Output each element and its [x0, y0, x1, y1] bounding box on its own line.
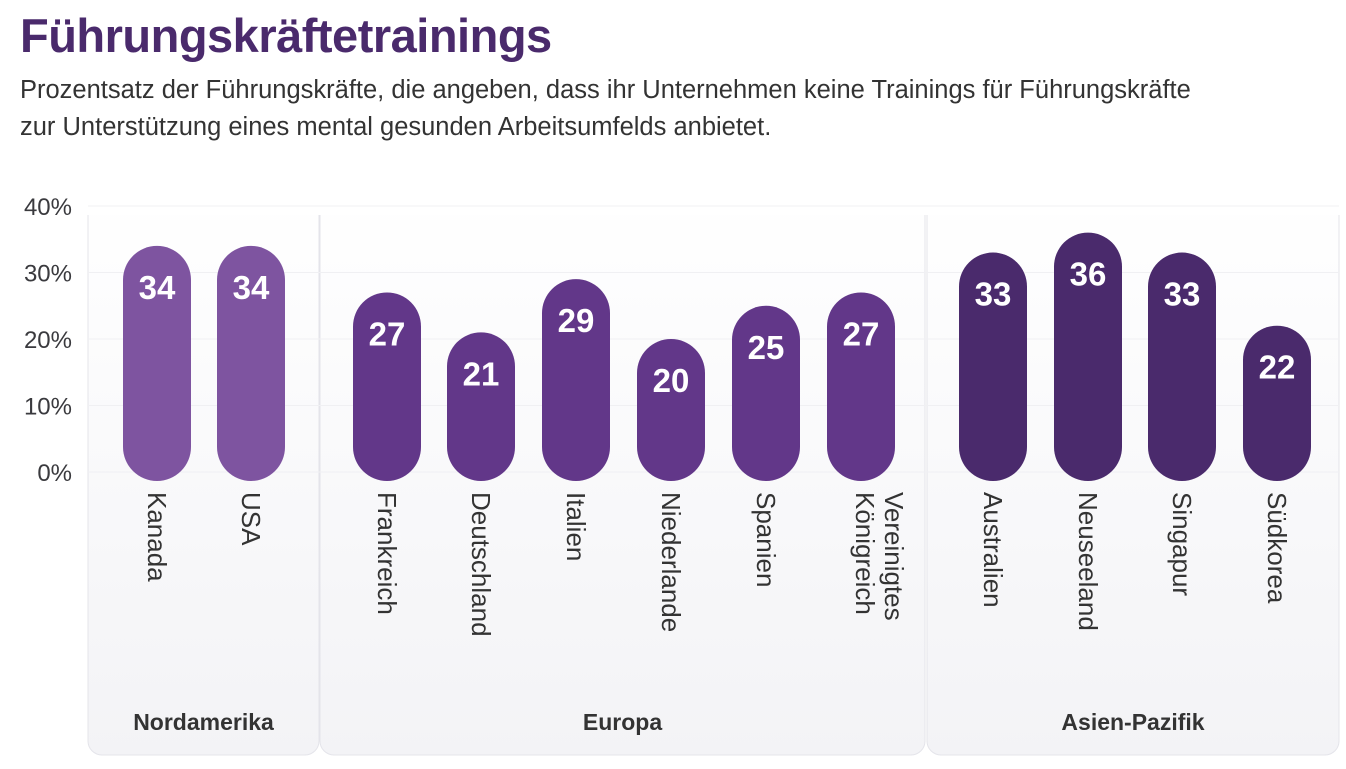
bar-südkorea — [1243, 325, 1311, 481]
y-tick-label: 10% — [24, 394, 72, 421]
data-label: 34 — [139, 269, 176, 306]
data-label: 22 — [1259, 349, 1296, 386]
data-label: 27 — [369, 315, 406, 352]
group-label: Nordamerika — [133, 709, 274, 735]
x-tick-label: Kanada — [142, 492, 172, 582]
bar-kanada — [123, 245, 191, 481]
data-label: 27 — [843, 315, 880, 352]
y-tick-label: 20% — [24, 327, 72, 354]
x-tick-label: Vereinigtes — [879, 492, 909, 621]
x-tick-label: Singapur — [1167, 492, 1197, 596]
bar-niederlande — [637, 339, 705, 481]
y-tick-label: 30% — [24, 261, 72, 288]
data-label: 36 — [1070, 256, 1107, 293]
y-tick-label: 0% — [37, 460, 72, 487]
x-tick-label: Südkorea — [1262, 492, 1292, 604]
x-tick-label: Niederlande — [656, 492, 686, 632]
x-tick-label: Spanien — [751, 492, 781, 587]
data-label: 34 — [233, 269, 270, 306]
data-label: 21 — [463, 355, 500, 392]
bar-vereinigtes-königreich — [827, 292, 895, 481]
data-label: 25 — [748, 329, 785, 366]
bar-italien — [542, 279, 610, 481]
x-tick-label: Deutschland — [466, 492, 496, 637]
bar-usa — [217, 245, 285, 481]
x-tick-label: Australien — [978, 492, 1008, 608]
x-tick-label: USA — [236, 492, 266, 546]
x-tick-label: Frankreich — [372, 492, 402, 615]
x-tick-label: Neuseeland — [1073, 492, 1103, 631]
chart-title: Führungskräftetrainings — [20, 9, 552, 62]
data-label: 33 — [1164, 276, 1201, 313]
x-tick-label: Königreich — [850, 492, 880, 615]
bar-neuseeland — [1054, 232, 1122, 481]
bar-frankreich — [353, 292, 421, 481]
chart-subtitle: Prozentsatz der Führungskräfte, die ange… — [20, 76, 1191, 141]
bar-singapur — [1148, 252, 1216, 481]
data-label: 20 — [653, 362, 690, 399]
bar-deutschland — [447, 332, 515, 481]
x-tick-label: Italien — [561, 492, 591, 561]
data-label: 33 — [975, 276, 1012, 313]
bar-spanien — [732, 305, 800, 481]
group-label: Asien-Pazifik — [1061, 709, 1204, 735]
data-label: 29 — [558, 302, 595, 339]
group-label: Europa — [583, 709, 662, 735]
y-tick-label: 40% — [24, 194, 72, 221]
bar-australien — [959, 252, 1027, 481]
panel-top-mask — [0, 150, 1346, 215]
